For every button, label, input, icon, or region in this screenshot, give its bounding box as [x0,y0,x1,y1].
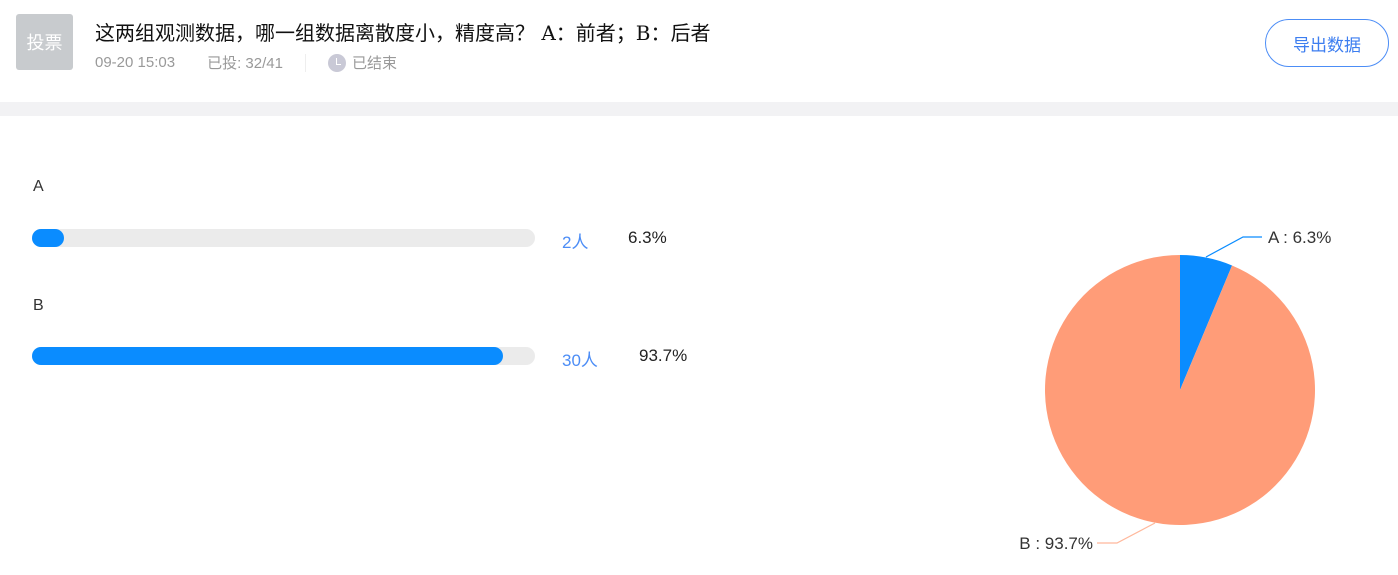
section-divider [0,102,1398,116]
export-data-button[interactable]: 导出数据 [1265,19,1389,67]
pie-label-b: B : 93.7% [1019,534,1093,553]
progress-fill-a [32,229,64,247]
count-a: 2人 [562,233,589,252]
poll-status: 已结束 [351,55,397,72]
progress-fill-b [32,347,504,365]
option-label-a: A [33,178,44,195]
poll-time: 09-20 15:03 [95,54,176,71]
progress-track-a [32,229,535,247]
poll-title: 这两组观测数据，哪一组数据离散度小，精度高？ A：前者；B：后者 [95,21,711,45]
label-line-b [1097,522,1156,544]
label-line-a [1205,236,1262,258]
clock-icon [327,53,346,72]
pie-label-a: A : 6.3% [1268,228,1331,247]
percent-b: 93.7% [639,346,688,365]
progress-track-b [32,347,535,365]
pie-slice-b [1045,255,1315,525]
divider [304,53,306,72]
vote-badge: 投票 [16,14,73,70]
pie-slice-a [1180,255,1233,390]
poll-meta: 09-20 15:03 已投: 32/41 已结束 [95,52,397,73]
count-b: 30人 [562,351,598,370]
voted-count: 已投: 32/41 [207,55,283,72]
percent-a: 6.3% [628,228,667,247]
option-label-b: B [33,297,44,314]
